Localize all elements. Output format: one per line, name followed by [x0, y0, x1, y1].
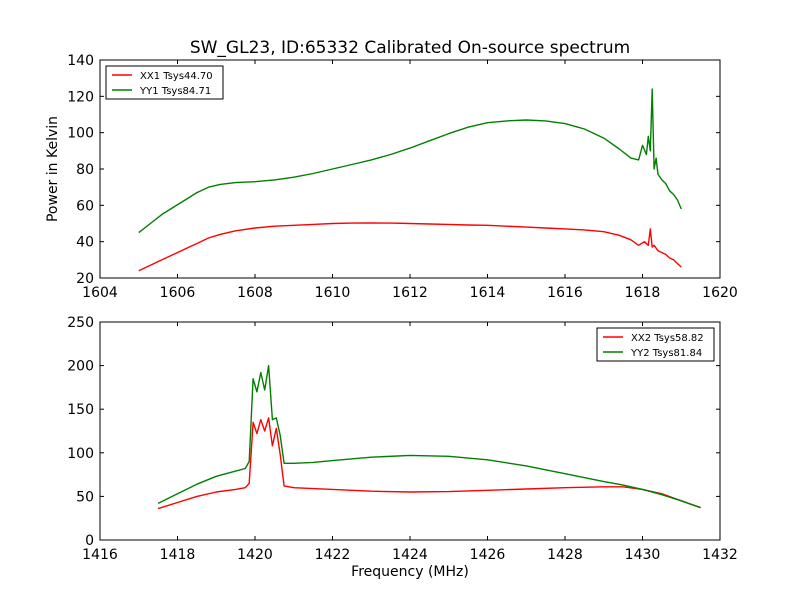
top-x-tick-label: 1614 [470, 285, 506, 301]
bottom-y-tick-label: 150 [67, 402, 94, 418]
bottom-legend-label-1: XX2 Tsys58.82 [631, 333, 704, 344]
top-x-tick-label: 1606 [160, 285, 196, 301]
bottom-y-tick-label: 0 [85, 533, 94, 549]
top-y-axis-label: Power in Kelvin [45, 116, 61, 222]
top-legend-label-2: YY1 Tsys84.71 [139, 86, 211, 97]
top-series-line-2 [138, 88, 682, 234]
top-x-tick-label: 1612 [392, 285, 428, 301]
bottom-x-tick-label: 1416 [82, 547, 118, 563]
top-x-tick-label: 1616 [547, 285, 583, 301]
bottom-legend-box [596, 327, 715, 362]
bottom-plot: 1416 1418 1420 1422 1424 1426 1428 1430 1432 0 50 1… [67, 315, 738, 563]
top-series-line-1 [138, 222, 682, 272]
top-x-tick-label: 1618 [625, 285, 661, 301]
bottom-y-tick-label: 250 [67, 315, 94, 331]
top-y-tick-label: 140 [67, 53, 94, 69]
top-y-tick-label: 80 [76, 162, 94, 178]
top-y-tick-label: 60 [76, 198, 94, 214]
bottom-x-tick-label: 1428 [547, 547, 583, 563]
bottom-x-tick-label: 1430 [625, 547, 661, 563]
bottom-y-tick-label: 100 [67, 446, 94, 462]
top-legend-box [105, 65, 224, 100]
top-plot: 1604 1606 1608 1610 1612 1614 1616 1618 1620 20 40… [67, 53, 738, 301]
bottom-legend-label-2: YY2 Tsys81.84 [630, 348, 702, 359]
top-x-tick-label: 1620 [702, 285, 738, 301]
bottom-x-tick-label: 1418 [160, 547, 196, 563]
top-legend: XX1 Tsys44.70 YY1 Tsys84.71 [105, 65, 224, 100]
bottom-x-tick-label: 1420 [237, 547, 273, 563]
bottom-legend: XX2 Tsys58.82 YY2 Tsys81.84 [596, 327, 715, 362]
bottom-series-line-2 [157, 364, 701, 509]
top-x-tick-label: 1610 [315, 285, 351, 301]
bottom-x-tick-label: 1424 [392, 547, 428, 563]
top-y-tick-label: 120 [67, 89, 94, 105]
top-y-tick-label: 100 [67, 126, 94, 142]
bottom-x-tick-label: 1426 [470, 547, 506, 563]
bottom-x-tick-label: 1422 [315, 547, 351, 563]
top-y-tick-label: 40 [76, 235, 94, 251]
bottom-x-tick-label: 1432 [702, 547, 738, 563]
bottom-y-tick-label: 200 [67, 359, 94, 375]
bottom-series-line-1 [157, 417, 701, 510]
top-legend-label-1: XX1 Tsys44.70 [140, 71, 213, 82]
chart-title: SW_GL23, ID:65332 Calibrated On-source s… [190, 38, 630, 58]
top-y-tick-label: 20 [76, 271, 94, 287]
bottom-y-tick-label: 50 [76, 489, 94, 505]
top-x-tick-label: 1608 [237, 285, 273, 301]
top-x-tick-label: 1604 [82, 285, 118, 301]
bottom-x-axis-label: Frequency (MHz) [351, 564, 469, 580]
